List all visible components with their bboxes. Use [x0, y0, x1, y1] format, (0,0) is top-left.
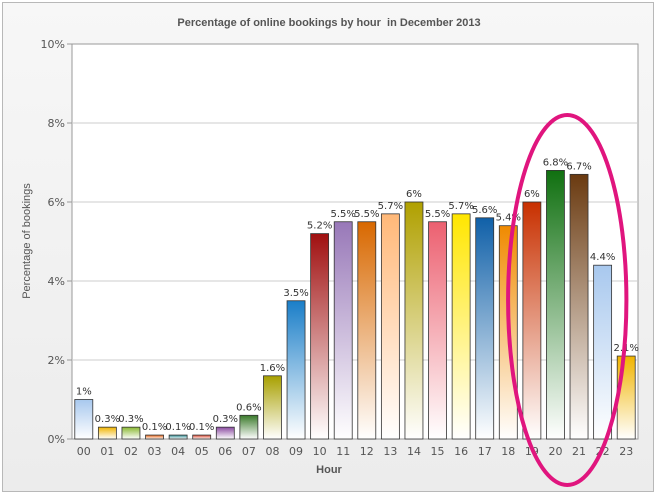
bar-23 — [616, 355, 636, 440]
y-tick-label: 4% — [48, 275, 65, 288]
value-label: 6.7% — [566, 161, 591, 172]
value-label: 1.6% — [260, 363, 285, 374]
x-tick-label: 12 — [360, 445, 374, 458]
chart-title: Percentage of online bookings by hour in… — [177, 17, 481, 29]
bar-17 — [475, 217, 495, 440]
value-label: 0.6% — [236, 402, 261, 413]
x-tick-label: 07 — [242, 445, 256, 458]
x-tick-label: 18 — [501, 445, 515, 458]
bar-08 — [263, 375, 282, 440]
x-tick-label: 09 — [289, 445, 303, 458]
value-label: 4.4% — [590, 252, 615, 263]
value-label: 0.1% — [165, 422, 190, 433]
x-tick-label: 21 — [572, 445, 586, 458]
value-label: 0.3% — [118, 414, 143, 425]
bar-11 — [333, 221, 353, 440]
x-axis-label: Hour — [316, 464, 342, 476]
value-label: 1% — [76, 387, 92, 398]
x-tick-label: 15 — [431, 445, 445, 458]
value-label: 0.3% — [95, 414, 120, 425]
value-label: 0.3% — [213, 414, 238, 425]
value-label: 5.7% — [448, 201, 473, 212]
value-label: 5.6% — [472, 205, 497, 216]
x-tick-label: 02 — [124, 445, 138, 458]
y-tick-labels: 0% 2% 4% 6% 8% 10% — [41, 38, 65, 446]
y-tick-label: 6% — [48, 196, 65, 209]
x-tick-label: 03 — [148, 445, 162, 458]
x-tick-label: 04 — [171, 445, 185, 458]
bar-19 — [522, 201, 542, 440]
bar-13 — [380, 213, 400, 440]
bar-12 — [357, 221, 377, 440]
bar-22 — [593, 264, 613, 440]
highlight-annotation — [506, 113, 629, 487]
value-label: 5.5% — [331, 209, 356, 220]
bar-16 — [451, 213, 471, 440]
value-label: 0.1% — [189, 422, 214, 433]
bar-03 — [145, 434, 164, 440]
gridlines — [67, 43, 638, 440]
x-tick-label: 23 — [619, 445, 633, 458]
x-tick-label: 05 — [195, 445, 209, 458]
x-tick-label: 13 — [383, 445, 397, 458]
bar-05 — [192, 434, 212, 440]
y-tick-label: 0% — [48, 433, 65, 446]
bar-09 — [286, 300, 306, 440]
bar-20 — [546, 169, 565, 440]
value-label: 3.5% — [283, 288, 308, 299]
x-tick-label: 11 — [336, 445, 350, 458]
y-tick-label: 8% — [48, 117, 65, 130]
bar-07 — [239, 414, 259, 440]
value-label: 5.5% — [354, 209, 379, 220]
x-tick-label: 00 — [77, 445, 91, 458]
bar-04 — [168, 434, 188, 440]
value-label: 6.8% — [543, 157, 568, 168]
x-tick-label: 17 — [478, 445, 492, 458]
x-tick-label: 20 — [548, 445, 562, 458]
bar-00 — [74, 399, 94, 440]
y-tick-label: 10% — [41, 38, 65, 51]
x-tick-label: 16 — [454, 445, 468, 458]
plot-area — [71, 43, 639, 440]
bar-14 — [404, 201, 424, 440]
bar-10 — [310, 233, 330, 440]
x-tick-labels: 00 01 02 03 04 05 06 07 08 09 10 11 12 13 14 15 16 17 18 19… — [77, 445, 633, 458]
bar-21 — [569, 173, 589, 440]
value-label: 5.7% — [378, 201, 403, 212]
bar-02 — [121, 426, 141, 440]
x-tick-label: 06 — [218, 445, 232, 458]
bars — [74, 169, 636, 440]
x-tick-label: 14 — [407, 445, 421, 458]
value-label: 5.2% — [307, 221, 332, 232]
highlight-ellipse — [506, 113, 629, 487]
x-tick-label: 08 — [265, 445, 279, 458]
value-label: 6% — [406, 189, 422, 200]
x-tick-label: 01 — [100, 445, 114, 458]
y-tick-label: 2% — [48, 354, 65, 367]
value-label: 5.4% — [496, 213, 521, 224]
bar-15 — [428, 221, 447, 440]
bar-06 — [215, 426, 235, 440]
value-label: 0.1% — [142, 422, 167, 433]
bar-01 — [97, 426, 117, 440]
x-tick-label: 10 — [313, 445, 327, 458]
value-label: 5.5% — [425, 209, 450, 220]
value-label: 6% — [524, 189, 540, 200]
